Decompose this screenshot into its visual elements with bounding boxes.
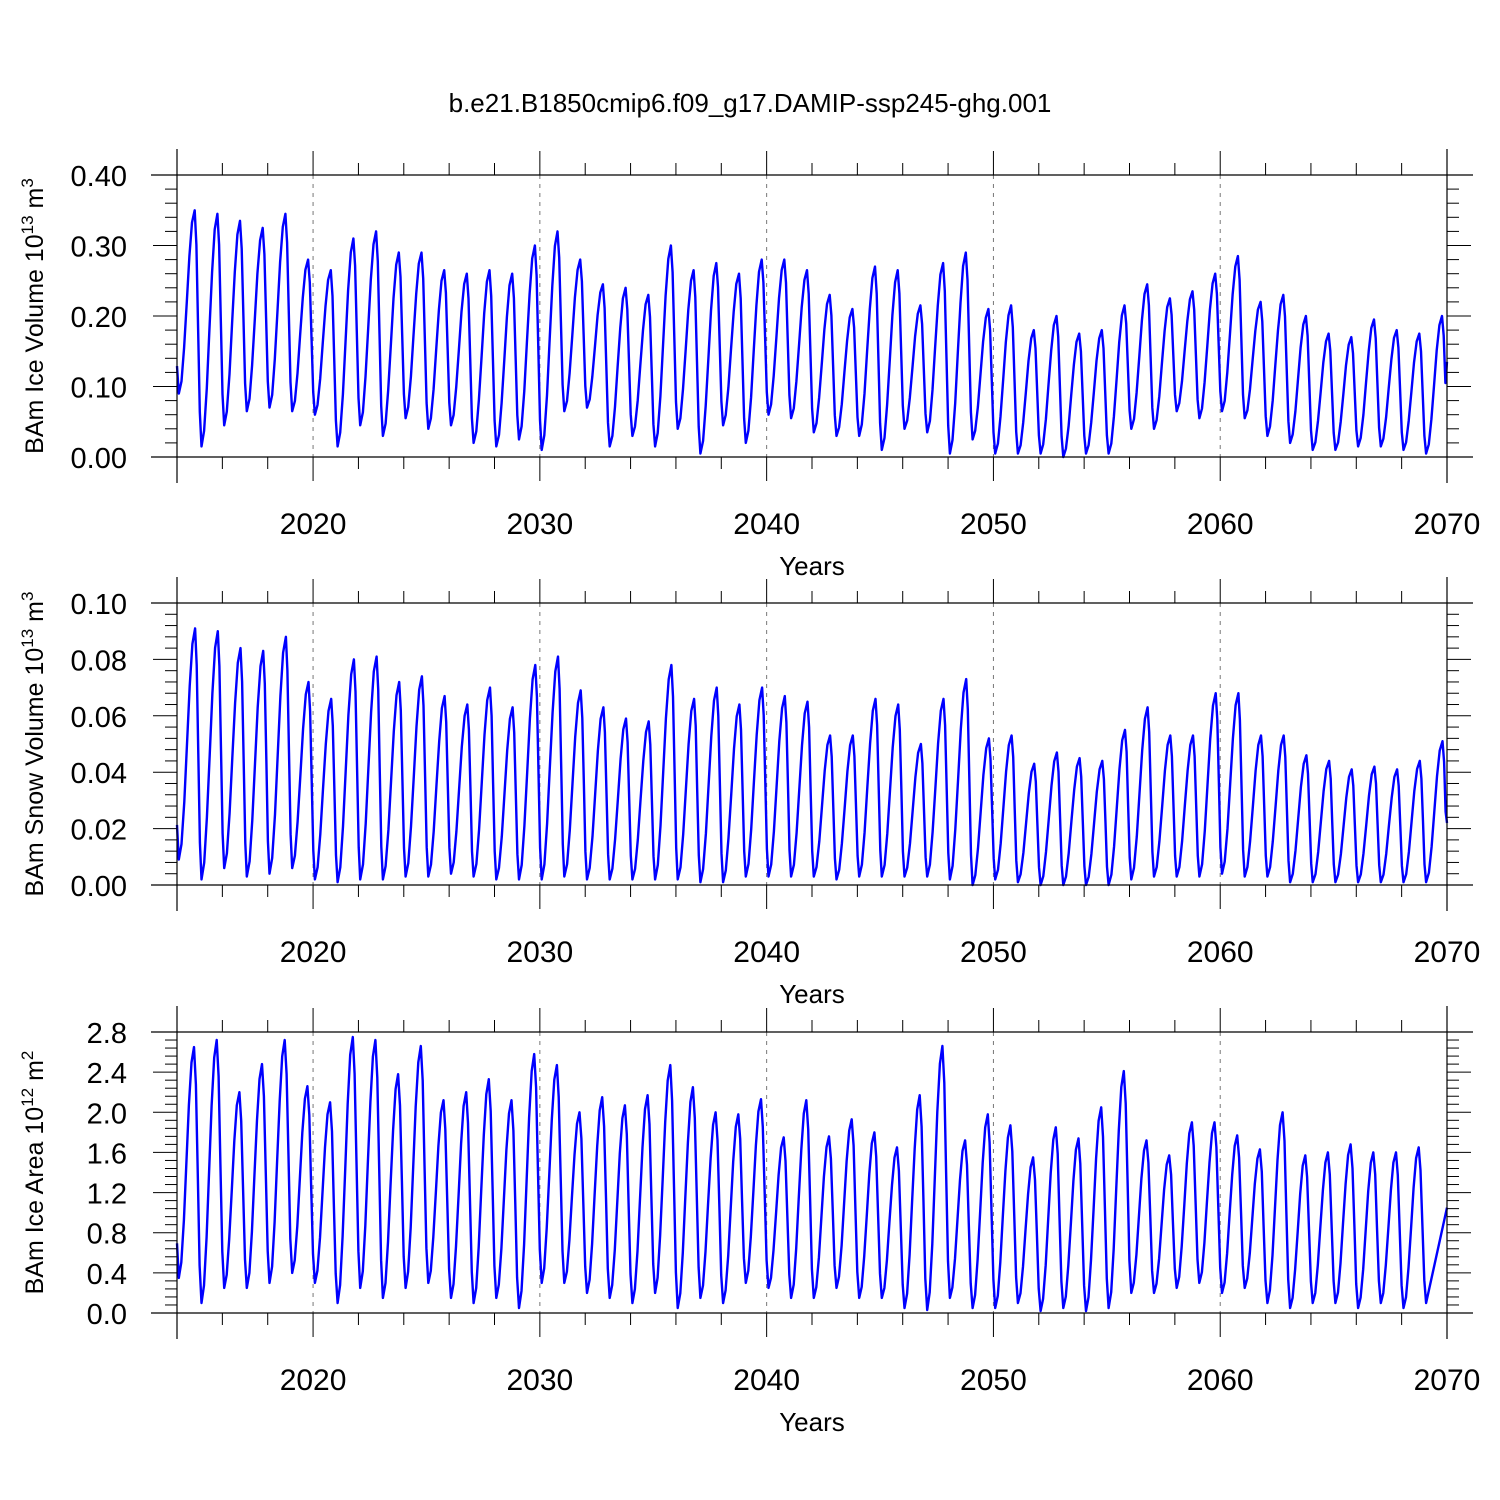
y-tick-label: 0.10 — [71, 373, 127, 405]
x-tick-label: 2060 — [1187, 508, 1254, 541]
y-tick-label: 0.20 — [71, 302, 127, 334]
y-tick-label: 0.00 — [71, 443, 127, 475]
x-tick-label: 2030 — [506, 508, 573, 541]
x-tick-label: 2030 — [506, 1364, 573, 1397]
y-tick-label: 0.02 — [71, 815, 127, 847]
x-tick-label: 2030 — [506, 936, 573, 969]
x-tick-label: 2060 — [1187, 1364, 1254, 1397]
x-tick-label: 2070 — [1414, 1364, 1481, 1397]
y-tick-label: 0.00 — [71, 871, 127, 903]
y-tick-label: 0.4 — [87, 1259, 127, 1291]
x-tick-label: 2040 — [733, 936, 800, 969]
x-tick-label: 2050 — [960, 936, 1027, 969]
x-tick-label: 2050 — [960, 508, 1027, 541]
y-axis-label: BAm Snow Volume 1013 m3 — [18, 592, 49, 897]
series-line-ice-area — [175, 1035, 1449, 1313]
y-tick-label: 1.2 — [87, 1179, 127, 1211]
x-tick-label: 2070 — [1414, 508, 1481, 541]
y-tick-label: 0.40 — [71, 161, 127, 193]
ice-volume-panel: 0.00 0.10 0.20 0.30 0.40 2020 2030 2040 2050 2060… — [18, 149, 1480, 581]
y-tick-label: 0.06 — [71, 702, 127, 734]
x-tick-label: 2060 — [1187, 936, 1254, 969]
x-tick-label: 2070 — [1414, 936, 1481, 969]
chart-title: b.e21.B1850cmip6.f09_g17.DAMIP-ssp245-gh… — [449, 88, 1052, 118]
series-line-snow-volume — [175, 627, 1449, 887]
y-tick-label: 1.6 — [87, 1138, 127, 1170]
y-tick-label: 0.10 — [71, 589, 127, 621]
x-tick-label: 2020 — [280, 508, 347, 541]
y-tick-label: 2.8 — [87, 1018, 127, 1050]
x-axis-label: Years — [779, 979, 845, 1009]
x-tick-label: 2040 — [733, 1364, 800, 1397]
y-tick-label: 0.30 — [71, 232, 127, 264]
x-tick-label: 2040 — [733, 508, 800, 541]
series-line-ice-volume — [175, 209, 1449, 459]
y-tick-label: 0.08 — [71, 645, 127, 677]
y-tick-label: 0.0 — [87, 1299, 127, 1331]
x-tick-label: 2020 — [280, 1364, 347, 1397]
x-tick-label: 2050 — [960, 1364, 1027, 1397]
y-tick-label: 0.8 — [87, 1219, 127, 1251]
y-tick-label: 2.0 — [87, 1098, 127, 1130]
x-axis-label: Years — [779, 551, 845, 581]
ice-area-panel: 0.0 0.4 0.8 1.2 1.6 2.0 2.4 2.8 2020 2030 2040 2050… — [18, 1006, 1480, 1437]
x-axis-label: Years — [779, 1407, 845, 1437]
y-tick-label: 0.04 — [71, 758, 127, 790]
x-tick-label: 2020 — [280, 936, 347, 969]
y-axis-label: BAm Ice Volume 1013 m3 — [18, 178, 49, 454]
y-tick-label: 2.4 — [87, 1058, 127, 1090]
y-axis-label: BAm Ice Area 1012 m2 — [18, 1051, 49, 1295]
snow-volume-panel: 0.00 0.02 0.04 0.06 0.08 0.10 2020 2030 2040 2050… — [18, 577, 1480, 1009]
